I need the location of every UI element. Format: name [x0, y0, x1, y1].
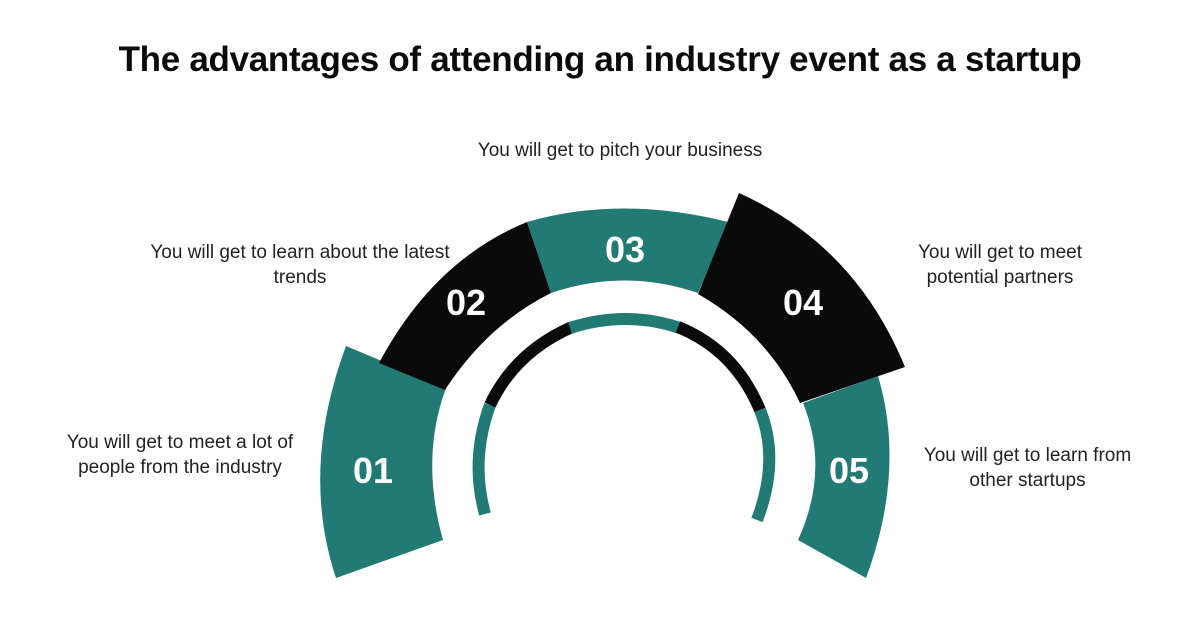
step-number-01: 01	[353, 450, 393, 491]
step-label-03: You will get to pitch your business	[477, 140, 763, 161]
segment-03	[527, 208, 728, 293]
segment-02	[379, 222, 551, 390]
segment-01	[320, 346, 446, 578]
step-number-03: 03	[605, 229, 645, 270]
segment-05	[798, 376, 890, 578]
step-label-04: You will get to meet potential partners	[917, 242, 1083, 288]
step-number-05: 05	[829, 450, 869, 491]
page-title: The advantages of attending an industry …	[118, 40, 1082, 79]
inner-arc-left-black	[484, 321, 575, 408]
step-label-01: You will get to meet a lot of people fro…	[66, 432, 294, 478]
step-number-02: 02	[446, 282, 486, 323]
inner-arc-left-teal	[472, 402, 496, 516]
inner-arc-top-teal	[568, 313, 682, 334]
step-label-05: You will get to learn from other startup…	[923, 445, 1132, 491]
segment-04	[698, 193, 905, 403]
step-number-04: 04	[783, 282, 823, 323]
inner-arc-right-teal	[751, 407, 776, 523]
step-label-02: You will get to learn about the latest t…	[150, 242, 450, 288]
inner-arc-right-black	[675, 321, 766, 413]
